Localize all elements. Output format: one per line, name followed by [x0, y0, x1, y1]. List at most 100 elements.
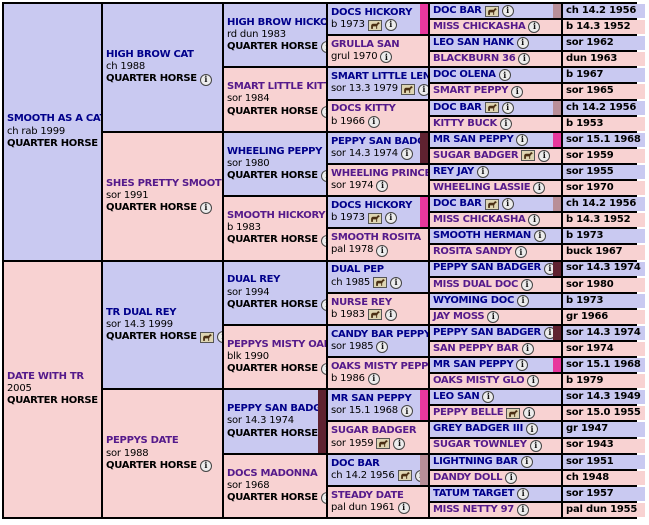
horse-name-link[interactable]: DOC OLENA — [433, 69, 496, 81]
info-icon[interactable]: i — [521, 343, 534, 356]
horse-name-link[interactable]: LIGHTNING BAR — [433, 455, 518, 467]
info-icon[interactable]: i — [380, 51, 393, 64]
horse-name-link[interactable]: TATUM TARGET — [433, 487, 515, 499]
horse-name-link[interactable]: SMOOTH AS A CAT — [7, 113, 101, 125]
info-icon[interactable]: i — [320, 492, 326, 504]
horse-photo-icon[interactable] — [484, 198, 499, 210]
info-icon[interactable]: i — [320, 105, 326, 118]
horse-name-link[interactable]: PEPPY SAN BADGER — [433, 262, 541, 274]
horse-name-link[interactable]: PEPPY SAN BADGER — [331, 135, 428, 147]
horse-name-link[interactable]: LEO SAN HANK — [433, 37, 514, 49]
horse-name-link[interactable]: MISS CHICKASHA — [433, 214, 526, 226]
horse-name-link[interactable]: DOC BAR — [331, 457, 380, 469]
info-icon[interactable]: i — [499, 117, 512, 130]
info-icon[interactable]: i — [516, 133, 529, 146]
horse-name-link[interactable]: MR SAN PEPPY — [433, 133, 514, 145]
info-icon[interactable]: i — [505, 471, 518, 484]
horse-name-link[interactable]: NURSE REY — [331, 296, 392, 308]
horse-name-link[interactable]: SAN PEPPY BAR — [433, 342, 519, 354]
horse-name-link[interactable]: SMOOTH ROSITA — [331, 232, 421, 244]
info-icon[interactable]: i — [498, 69, 511, 82]
horse-name-link[interactable]: GREY BADGER III — [433, 423, 524, 435]
horse-name-link[interactable]: HIGH BROW CAT — [106, 49, 194, 61]
info-icon[interactable]: i — [390, 276, 403, 289]
info-icon[interactable]: i — [487, 310, 500, 323]
info-icon[interactable]: i — [199, 202, 212, 215]
info-icon[interactable]: i — [320, 170, 326, 183]
info-icon[interactable]: i — [516, 37, 529, 50]
info-icon[interactable]: i — [538, 149, 551, 162]
info-icon[interactable]: i — [199, 73, 212, 86]
info-icon[interactable]: i — [518, 53, 531, 66]
horse-name-link[interactable]: DOC BAR — [433, 4, 482, 16]
info-icon[interactable]: i — [376, 341, 389, 354]
horse-name-link[interactable]: WHEELING LASSIE — [433, 181, 531, 193]
info-icon[interactable]: i — [199, 459, 212, 472]
horse-name-link[interactable]: HIGH BROW HICKORY — [227, 16, 326, 28]
info-icon[interactable]: i — [501, 5, 514, 18]
horse-name-link[interactable]: GRULLA SAN — [331, 39, 400, 51]
horse-name-link[interactable]: CANDY BAR PEPPY — [331, 328, 428, 340]
horse-name-link[interactable]: SMOOTH HERMAN — [433, 230, 531, 242]
horse-name-link[interactable]: REY JAY — [433, 165, 474, 177]
info-icon[interactable]: i — [501, 101, 514, 114]
info-icon[interactable]: i — [516, 503, 529, 516]
info-icon[interactable]: i — [526, 423, 539, 436]
info-icon[interactable]: i — [320, 363, 326, 376]
info-icon[interactable]: i — [501, 198, 514, 211]
info-icon[interactable]: i — [516, 359, 529, 372]
info-icon[interactable]: i — [376, 180, 389, 193]
horse-name-link[interactable]: OAKS MISTY GLO — [433, 375, 525, 387]
info-icon[interactable]: i — [520, 455, 533, 468]
horse-photo-icon[interactable] — [367, 212, 382, 224]
horse-name-link[interactable]: MR SAN PEPPY — [433, 359, 514, 371]
horse-name-link[interactable]: KITTY BUCK — [433, 117, 497, 129]
info-icon[interactable]: i — [521, 278, 534, 291]
horse-photo-icon[interactable] — [484, 102, 499, 114]
horse-photo-icon[interactable] — [376, 438, 391, 450]
info-icon[interactable]: i — [529, 439, 542, 452]
info-icon[interactable]: i — [367, 373, 380, 386]
info-icon[interactable]: i — [528, 21, 541, 34]
horse-name-link[interactable]: DOC BAR — [433, 198, 482, 210]
info-icon[interactable]: i — [517, 294, 529, 307]
horse-photo-icon[interactable] — [367, 19, 382, 31]
info-icon[interactable]: i — [528, 214, 541, 227]
horse-name-link[interactable]: DUAL REY — [227, 274, 281, 286]
horse-name-link[interactable]: DOCS HICKORY — [331, 200, 413, 212]
horse-name-link[interactable]: MR SAN PEPPY — [331, 393, 412, 405]
horse-name-link[interactable]: SUGAR BADGER — [331, 425, 417, 437]
horse-name-link[interactable]: PEPPYS MISTY OAKS — [227, 338, 326, 350]
horse-name-link[interactable]: MISS NETTY 97 — [433, 503, 514, 515]
horse-name-link[interactable]: BLACKBURN 36 — [433, 53, 516, 65]
horse-photo-icon[interactable] — [484, 5, 499, 17]
horse-photo-icon[interactable] — [367, 309, 382, 321]
horse-name-link[interactable]: DOCS MADONNA — [227, 467, 318, 479]
info-icon[interactable]: i — [476, 165, 489, 178]
horse-name-link[interactable]: WHEELING PRINCESS — [331, 167, 428, 179]
horse-name-link[interactable]: PEPPY SAN BADGER — [227, 403, 326, 415]
horse-photo-icon[interactable] — [400, 84, 415, 96]
horse-name-link[interactable]: STEADY DATE — [331, 489, 404, 501]
horse-name-link[interactable]: JAY MOSS — [433, 310, 485, 322]
info-icon[interactable]: i — [400, 147, 413, 160]
horse-name-link[interactable]: SUGAR TOWNLEY — [433, 439, 527, 451]
horse-name-link[interactable]: ROSITA SANDY — [433, 246, 512, 258]
horse-name-link[interactable]: LEO SAN — [433, 391, 480, 403]
horse-name-link[interactable]: WYOMING DOC — [433, 294, 514, 306]
info-icon[interactable]: i — [216, 331, 222, 344]
horse-photo-icon[interactable] — [521, 150, 536, 162]
horse-name-link[interactable]: SMART PEPPY — [433, 85, 509, 97]
horse-name-link[interactable]: SUGAR BADGER — [433, 149, 519, 161]
horse-name-link[interactable]: PEPPY SAN BADGER — [433, 326, 541, 338]
horse-name-link[interactable]: OAKS MISTY PEPPY — [331, 360, 428, 372]
horse-name-link[interactable]: PEPPYS DATE — [106, 435, 179, 447]
info-icon[interactable]: i — [543, 326, 556, 339]
info-icon[interactable]: i — [393, 437, 406, 450]
info-icon[interactable]: i — [367, 115, 380, 128]
horse-name-link[interactable]: DOCS KITTY — [331, 103, 396, 115]
horse-name-link[interactable]: SMOOTH HICKORY — [227, 210, 326, 222]
info-icon[interactable]: i — [320, 41, 326, 54]
horse-name-link[interactable]: MISS DUAL DOC — [433, 278, 519, 290]
horse-name-link[interactable]: DATE WITH TR — [7, 370, 84, 382]
